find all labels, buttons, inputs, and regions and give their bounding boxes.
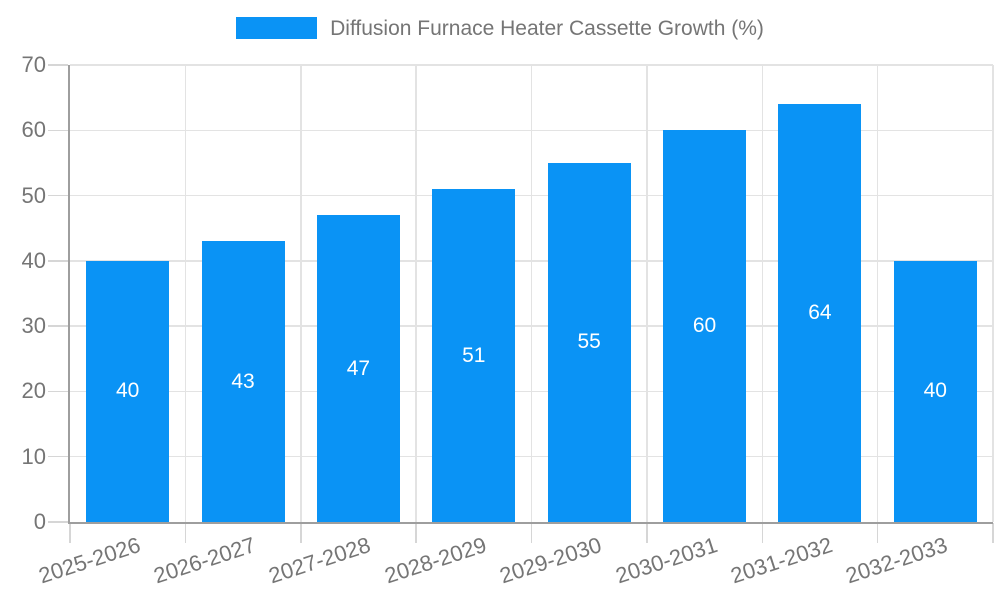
x-tick-mark	[761, 523, 763, 543]
legend-swatch	[236, 17, 318, 39]
x-axis-tick-label: 2031-2032	[727, 532, 836, 589]
x-axis-tick-label: 2025-2026	[35, 532, 144, 589]
bar[interactable]	[547, 162, 631, 522]
x-axis-tick-label: 2030-2031	[612, 532, 720, 589]
x-tick-mark	[646, 523, 648, 543]
x-gridline	[300, 65, 302, 522]
y-tick-mark	[48, 260, 68, 262]
y-tick-mark	[48, 64, 68, 66]
bar[interactable]	[663, 130, 747, 522]
x-axis-tick-label: 2028-2029	[381, 532, 490, 589]
y-axis-tick-label: 40	[21, 247, 46, 273]
x-axis-line	[68, 522, 993, 524]
x-gridline	[646, 65, 648, 522]
x-tick-mark	[415, 523, 417, 543]
x-tick-mark	[300, 523, 302, 543]
x-axis-tick-label: 2032-2033	[842, 532, 951, 589]
bar[interactable]	[86, 260, 170, 522]
x-gridline	[876, 65, 879, 522]
y-tick-mark	[48, 521, 68, 523]
x-gridline	[761, 65, 763, 522]
bar[interactable]	[778, 104, 862, 522]
y-axis-line	[68, 65, 70, 524]
bar[interactable]	[893, 260, 977, 522]
y-axis-tick-label: 30	[21, 313, 46, 339]
legend-label: Diffusion Furnace Heater Cassette Growth…	[330, 16, 764, 40]
x-gridline	[415, 65, 417, 522]
y-axis-tick-label: 70	[21, 52, 46, 77]
x-axis-tick-label: 2027-2028	[266, 532, 374, 589]
bar[interactable]	[432, 189, 516, 522]
x-tick-mark	[530, 523, 533, 543]
y-axis-tick-label: 0	[33, 509, 46, 534]
y-axis-tick-label: 10	[21, 443, 46, 469]
bar[interactable]	[316, 215, 400, 522]
x-gridline	[992, 65, 994, 522]
y-axis-tick-label: 20	[21, 378, 46, 404]
x-axis-tick-label: 2026-2027	[150, 532, 259, 589]
legend[interactable]: Diffusion Furnace Heater Cassette Growth…	[0, 17, 1000, 39]
y-tick-mark	[48, 390, 68, 393]
y-axis-tick-label: 60	[21, 117, 46, 143]
y-tick-mark	[48, 325, 68, 327]
x-axis-tick-label: 2029-2030	[496, 532, 605, 589]
x-tick-mark	[876, 523, 879, 543]
y-axis-tick-label: 50	[21, 182, 46, 208]
y-tick-mark	[48, 129, 68, 132]
y-tick-mark	[48, 194, 68, 197]
x-gridline	[184, 65, 187, 522]
x-gridline	[530, 65, 533, 522]
x-tick-mark	[992, 523, 994, 543]
x-tick-mark	[184, 523, 187, 543]
x-tick-mark	[69, 523, 71, 543]
bar[interactable]	[201, 241, 285, 522]
y-tick-mark	[48, 455, 68, 458]
